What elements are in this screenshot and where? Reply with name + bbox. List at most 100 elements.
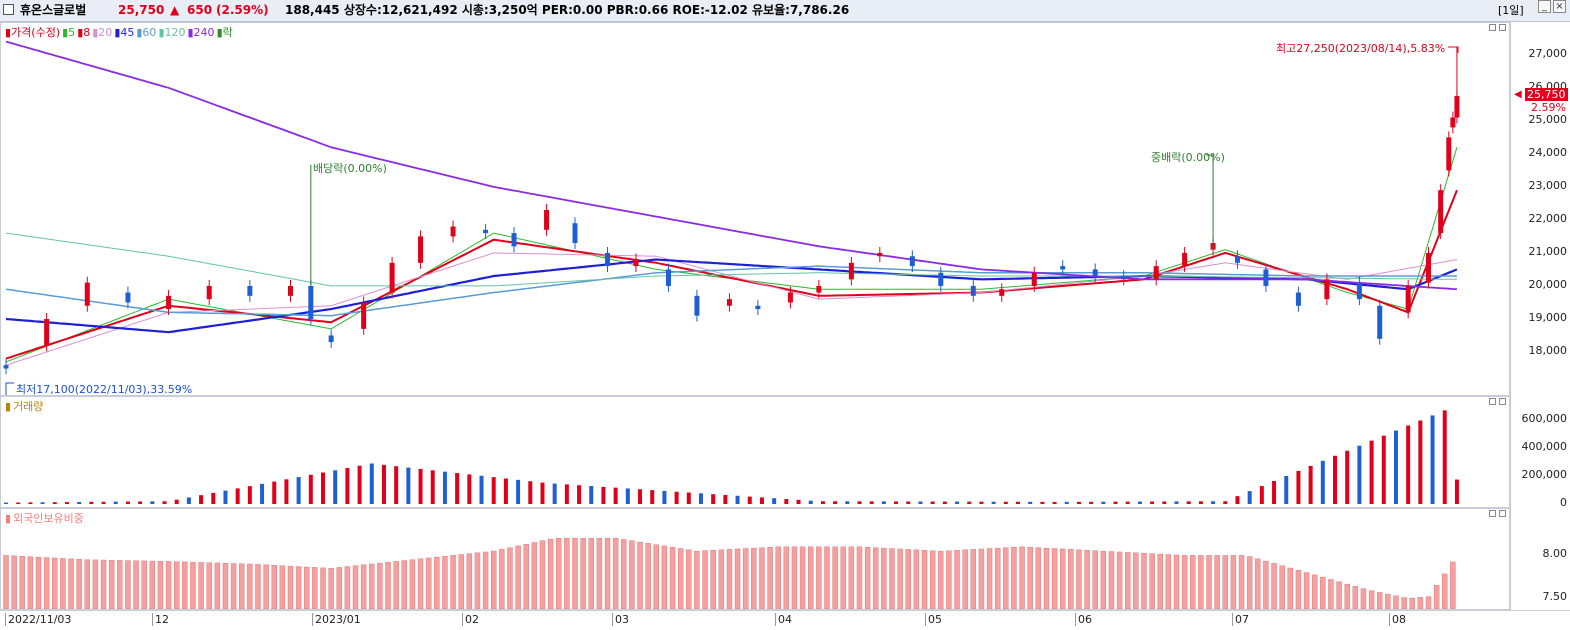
volume-bar [175,500,179,504]
foreign-bar [1133,553,1138,609]
foreign-bar [613,538,618,609]
volume-chart [1,397,1509,507]
foreign-bar [44,558,49,609]
foreign-bar [987,549,992,609]
candle-body [572,223,577,243]
foreign-bar [1377,592,1382,609]
foreign-bar [532,543,537,610]
foreign-bar [1141,553,1146,609]
foreign-bar [719,550,724,609]
volume-bar [1065,502,1069,504]
foreign-bar [223,563,228,609]
foreign-bar [833,547,838,609]
foreign-bar [1117,552,1122,609]
volume-bar [345,468,349,504]
price-chart [1,23,1509,395]
candle-body [1032,273,1037,286]
volume-bar [480,476,484,504]
volume-bar [333,470,337,504]
volume-bar [297,477,301,504]
candle-body [788,293,793,303]
volume-bar [1199,501,1203,504]
volume-bar [577,485,581,504]
foreign-bar [946,551,951,609]
period-selector[interactable]: [1일] [1498,0,1524,21]
foreign-bar [174,562,179,609]
candle-body [849,263,854,280]
volume-bar [1418,420,1422,504]
foreign-bar [800,547,805,609]
foreign-bar [784,547,789,609]
candle-body [1426,253,1431,283]
foreign-bar [1393,596,1398,609]
volume-bar [1077,502,1081,504]
foreign-bar [101,560,106,609]
foreign-bar [142,561,147,609]
foreign-bar [1280,566,1285,609]
foreign-bar [418,559,423,609]
volume-pane: ▮거래량 [0,396,1510,508]
volume-bar [797,500,801,504]
foreign-bar [914,550,919,609]
volume-bar [309,475,313,504]
volume-bar [1089,502,1093,504]
foreign-bar [1158,554,1163,609]
volume-bar [77,502,81,504]
volume-bar [711,494,715,504]
foreign-bar [849,547,854,609]
minimize-icon[interactable]: _ [1538,0,1551,13]
foreign-bar [247,564,252,609]
volume-bar [1296,471,1300,504]
volume-bar [382,465,386,504]
foreign-bar [1182,555,1187,609]
candle-body [1377,306,1382,339]
volume-bar [1309,466,1313,504]
select-checkbox[interactable] [3,4,14,15]
volume-tick: 200,000 [1522,468,1568,481]
price-tick: 23,000 [1529,179,1568,192]
low-arrow-icon [6,383,14,395]
foreign-bar [1385,594,1390,609]
foreign-bar [345,567,350,609]
foreign-bar [296,567,301,609]
foreign-bar [1450,562,1455,609]
foreign-bar [304,567,309,609]
price-change-pct: (2.59%) [216,0,269,21]
low-annotation: 최저17,100(2022/11/03),33.59% [16,381,192,397]
volume-bar [1248,491,1252,504]
volume-bar [504,478,508,504]
foreign-bar [117,560,122,609]
volume-bar [857,501,861,504]
foreign-bar [69,559,74,609]
foreign-bar [255,564,260,609]
close-icon[interactable]: × [1553,0,1566,13]
volume-bar [1321,461,1325,504]
foreign-bar [150,561,155,609]
price-tick: 19,000 [1529,311,1568,324]
foreign-bar [1434,585,1439,609]
volume-bar [1101,502,1105,504]
ma-line-5 [6,147,1457,362]
foreign-bar [824,547,829,609]
volume-bar [1223,501,1227,504]
foreign-bar [548,539,553,609]
foreign-bar [85,560,90,609]
foreign-bar [1418,597,1423,609]
foreign-bar [759,548,764,609]
candle-body [308,286,313,319]
foreign-bar [1247,557,1252,609]
volume-bar [1175,501,1179,504]
foreign-bar [581,538,586,609]
volume-bar [89,502,93,504]
volume-bar [4,503,8,504]
volume-bar [809,501,813,504]
foreign-bar [1076,550,1081,609]
price-pointer-icon: ◀ [1514,89,1522,100]
candle-body [451,227,456,237]
volume-bar [211,493,215,504]
dividend-annotation-2: 중배락(0.00%) [1151,149,1225,165]
foreign-bar [1337,582,1342,609]
foreign-bar [467,554,472,609]
foreign-bar [1068,549,1073,609]
volume-bar [150,501,154,504]
